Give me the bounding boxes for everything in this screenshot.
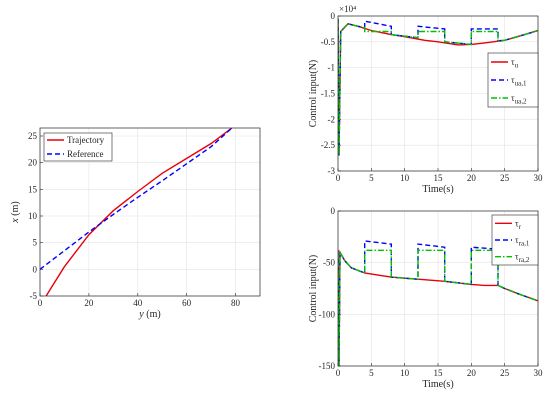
yaw-control-chart: 0 5 10 15 20 25 30 0 -50 -100 -150 Time(s) Control i… — [308, 206, 543, 390]
y-tick-label: -1.5 — [321, 89, 336, 99]
y-axis-label: x (m) — [10, 201, 21, 223]
x-tick-label: 0 — [336, 173, 341, 183]
legend-label-2: Reference — [67, 149, 103, 159]
x-tick-label: 0 — [38, 298, 43, 308]
x-tick-label: 20 — [84, 298, 94, 308]
y-tick-label: -1 — [328, 63, 336, 73]
x-tick-label: 30 — [534, 368, 544, 378]
legend-label-1: τu — [511, 57, 519, 70]
x-tick-label: 40 — [133, 298, 143, 308]
axes-box — [39, 127, 261, 297]
y-tick-label: -100 — [319, 309, 336, 319]
y-tick-label: 0 — [331, 11, 336, 21]
legend-label-1: Trajectory — [67, 135, 105, 145]
y-tick-label: -50 — [323, 258, 335, 268]
exponent-label: ×10⁴ — [339, 4, 356, 14]
x-tick-label: 10 — [400, 173, 410, 183]
y-tick-label: 0 — [331, 206, 336, 216]
axes-box — [337, 210, 539, 367]
y-tick-label: 0 — [33, 264, 38, 274]
y-tick-label: -2 — [328, 114, 336, 124]
series-line-1 — [45, 128, 233, 296]
x-tick-label: 60 — [182, 298, 192, 308]
y-tick-label: -5 — [30, 291, 38, 301]
x-tick-label: 15 — [434, 368, 444, 378]
legend-label-1: τr — [515, 218, 522, 231]
x-tick-label: 15 — [434, 173, 444, 183]
y-tick-label: -2.5 — [321, 140, 336, 150]
y-tick-label: 5 — [33, 238, 38, 248]
y-tick-label: -0.5 — [321, 37, 336, 47]
x-tick-label: 0 — [336, 368, 341, 378]
legend: Trajectory Reference — [43, 132, 113, 162]
x-tick-label: 20 — [467, 173, 477, 183]
legend-box — [43, 132, 113, 162]
x-tick-label: 30 — [534, 173, 544, 183]
x-axis-label: Time(s) — [422, 379, 453, 390]
y-tick-label: -3 — [328, 166, 336, 176]
x-tick-label: 5 — [369, 173, 374, 183]
y-axis-label: Control input(N) — [308, 255, 319, 323]
x-tick-label: 5 — [369, 368, 374, 378]
x-axis-label: y (m) — [138, 309, 160, 320]
y-tick-label: 25 — [28, 131, 38, 141]
x-tick-label: 25 — [500, 173, 510, 183]
y-tick-label: 15 — [28, 184, 38, 194]
x-tick-label: 10 — [400, 368, 410, 378]
series-line-2 — [40, 128, 233, 270]
x-tick-label: 20 — [467, 368, 477, 378]
x-tick-label: 25 — [500, 368, 510, 378]
series-line-3 — [338, 249, 538, 366]
series-line-3 — [338, 18, 538, 156]
x-axis-label: Time(s) — [422, 184, 453, 195]
y-tick-label: 10 — [28, 211, 38, 221]
y-tick-label: 20 — [28, 158, 38, 168]
y-tick-label: -150 — [319, 361, 336, 371]
x-tick-label: 80 — [231, 298, 241, 308]
y-axis-label: Control input(N) — [308, 60, 319, 128]
surge-control-chart: 0 5 10 15 20 25 30 0 -0.5 -1 -1.5 -2 -2.5 -3 ×10⁴ Time(… — [308, 4, 543, 195]
